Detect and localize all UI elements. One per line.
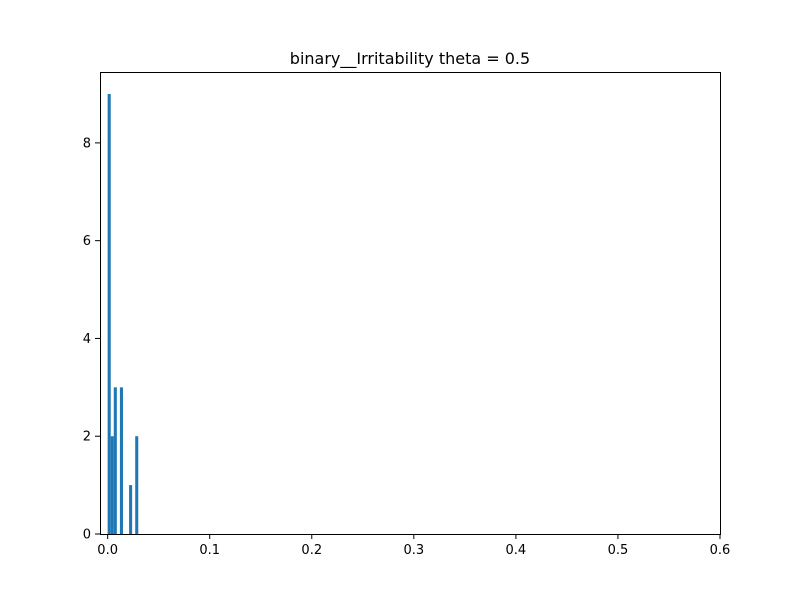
bars-layer [107, 94, 139, 534]
ticks-layer: 0.0 0.1 0.2 0.3 0.4 0.5 0.6 0 2 4 6 8 [83, 136, 731, 558]
x-tick-label-3: 0.3 [403, 543, 424, 558]
y-tick-label-2: 4 [83, 332, 91, 347]
bar-5 [135, 436, 139, 534]
bar-0 [107, 94, 111, 534]
x-tick-label-2: 0.2 [301, 543, 322, 558]
y-tick-label-4: 8 [83, 136, 91, 151]
y-tick-label-0: 0 [83, 528, 91, 543]
x-tick-label-5: 0.5 [608, 543, 629, 558]
chart-title: binary__Irritability theta = 0.5 [290, 49, 530, 69]
y-tick-label-1: 2 [83, 430, 91, 445]
plot-area-frame [100, 72, 721, 535]
bar-3 [119, 387, 123, 534]
bar-1 [110, 436, 114, 534]
x-tick-label-4: 0.4 [506, 543, 527, 558]
x-tick-label-0: 0.0 [97, 543, 118, 558]
x-tick-label-1: 0.1 [199, 543, 220, 558]
x-tick-label-6: 0.6 [710, 543, 731, 558]
bar-4 [129, 485, 133, 534]
bar-2 [113, 387, 117, 534]
y-tick-label-3: 6 [83, 234, 91, 249]
